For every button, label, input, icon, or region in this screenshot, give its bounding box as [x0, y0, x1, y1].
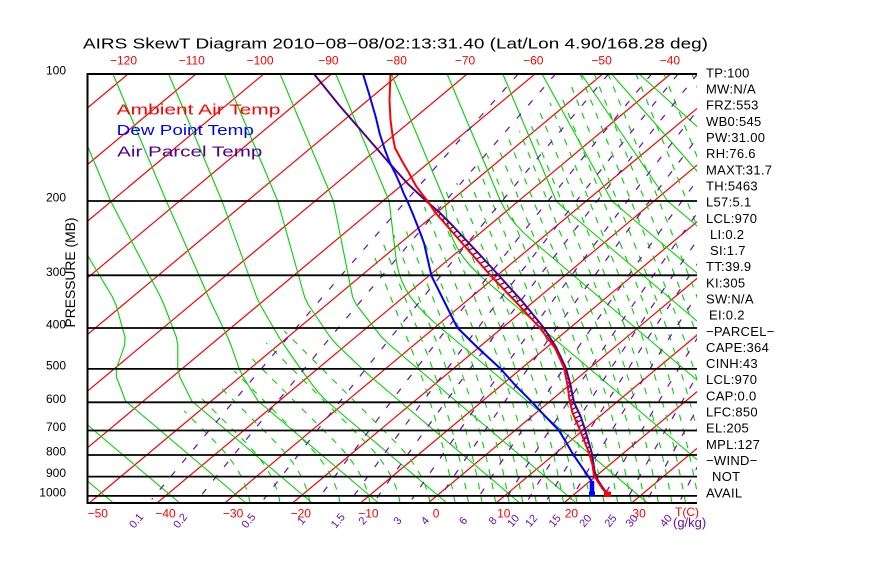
svg-text:−PARCEL−: −PARCEL− [706, 324, 775, 339]
svg-text:700: 700 [46, 420, 66, 434]
svg-text:−70: −70 [455, 54, 476, 68]
svg-text:CAPE:364: CAPE:364 [706, 340, 769, 355]
svg-text:−40: −40 [660, 54, 681, 68]
svg-text:−20: −20 [291, 507, 312, 521]
svg-text:MAXT:31.7: MAXT:31.7 [706, 162, 772, 177]
svg-text:−90: −90 [318, 54, 339, 68]
svg-text:−110: −110 [179, 54, 205, 68]
svg-text:L57:5.1: L57:5.1 [706, 195, 751, 210]
svg-text:20: 20 [565, 507, 579, 521]
svg-text:300: 300 [46, 265, 66, 279]
svg-text:−50: −50 [88, 507, 109, 521]
svg-text:TH:5463: TH:5463 [706, 178, 758, 193]
svg-text:−30: −30 [223, 507, 244, 521]
svg-text:FRZ:553: FRZ:553 [706, 98, 759, 113]
svg-text:0: 0 [433, 507, 440, 521]
svg-text:30: 30 [632, 507, 646, 521]
svg-text:−10: −10 [358, 507, 379, 521]
svg-text:Dew Point Temp: Dew Point Temp [117, 122, 254, 139]
svg-text:CAP:0.0: CAP:0.0 [706, 388, 757, 403]
svg-text:NOT: NOT [712, 469, 740, 484]
svg-text:LCL:970: LCL:970 [706, 372, 757, 387]
svg-text:CINH:43: CINH:43 [706, 356, 758, 371]
svg-text:TT:39.9: TT:39.9 [706, 259, 751, 274]
svg-text:−100: −100 [247, 54, 274, 68]
svg-text:WB0:545: WB0:545 [706, 114, 762, 129]
svg-text:−50: −50 [591, 54, 612, 68]
svg-text:EL:205: EL:205 [706, 421, 749, 436]
svg-text:1000: 1000 [39, 485, 66, 499]
svg-text:−120: −120 [110, 54, 137, 68]
svg-text:TP:100: TP:100 [706, 65, 750, 80]
svg-text:900: 900 [46, 466, 66, 480]
svg-text:−WIND−: −WIND− [706, 453, 758, 468]
svg-text:KI:305: KI:305 [706, 275, 745, 290]
svg-text:100: 100 [46, 64, 66, 78]
svg-text:10: 10 [497, 507, 511, 521]
svg-text:500: 500 [46, 358, 66, 372]
svg-text:200: 200 [46, 191, 66, 205]
svg-text:Ambient Air Temp: Ambient Air Temp [117, 102, 281, 119]
svg-text:LFC:850: LFC:850 [706, 405, 758, 420]
svg-text:SW:N/A: SW:N/A [706, 292, 754, 307]
svg-text:SI:1.7: SI:1.7 [710, 243, 746, 258]
svg-text:MW:N/A: MW:N/A [706, 82, 756, 97]
svg-text:MPL:127: MPL:127 [706, 437, 760, 452]
svg-text:Air Parcel Temp: Air Parcel Temp [117, 144, 262, 161]
svg-text:AVAIL: AVAIL [706, 485, 742, 500]
svg-text:−40: −40 [155, 507, 176, 521]
svg-text:(g/kg): (g/kg) [673, 515, 706, 530]
svg-text:EI:0.2: EI:0.2 [709, 308, 745, 323]
svg-text:LCL:970: LCL:970 [706, 211, 757, 226]
svg-text:PW:31.00: PW:31.00 [706, 130, 765, 145]
svg-text:−80: −80 [387, 54, 408, 68]
svg-text:T(C): T(C) [675, 505, 699, 519]
svg-text:RH:76.6: RH:76.6 [706, 146, 756, 161]
svg-text:800: 800 [46, 445, 66, 459]
svg-text:400: 400 [46, 318, 66, 332]
svg-text:600: 600 [46, 392, 66, 406]
svg-text:LI:0.2: LI:0.2 [710, 227, 744, 242]
svg-text:AIRS SkewT Diagram 2010−08−08/: AIRS SkewT Diagram 2010−08−08/02:13:31.4… [83, 36, 708, 53]
svg-text:PRESSURE (MB): PRESSURE (MB) [63, 218, 78, 328]
svg-text:−60: −60 [523, 54, 544, 68]
